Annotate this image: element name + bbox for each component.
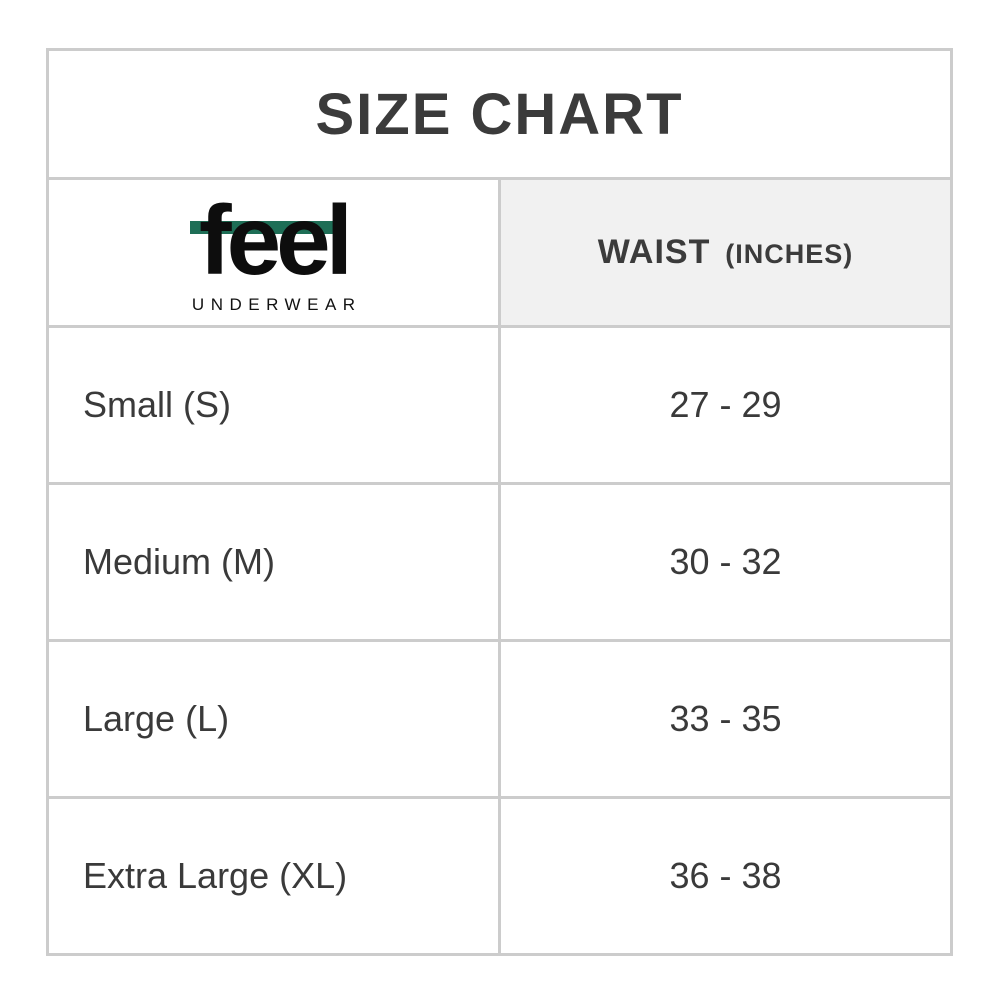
size-name-cell: Medium (M): [46, 482, 501, 642]
waist-header-unit: (INCHES): [725, 239, 854, 269]
table-row-xlarge: Extra Large (XL) 36 - 38: [46, 796, 953, 956]
size-chart-table: SIZE CHART feel UNDERWEAR WAIST (INCHES)…: [46, 48, 953, 956]
waist-range-cell: 30 - 32: [498, 482, 953, 642]
brand-logo: feel UNDERWEAR: [190, 184, 355, 315]
waist-header-label: WAIST: [597, 233, 711, 271]
table-row-small: Small (S) 27 - 29: [46, 325, 953, 485]
size-name-cell: Small (S): [46, 325, 501, 485]
logo-accent-bar: [190, 220, 344, 234]
waist-header-cell: WAIST (INCHES): [498, 177, 953, 328]
waist-header-space: [715, 233, 725, 271]
brand-logo-cell: feel UNDERWEAR: [46, 177, 501, 328]
table-row-large: Large (L) 33 - 35: [46, 639, 953, 799]
size-name-cell: Extra Large (XL): [46, 796, 501, 956]
logo-wordmark-wrap: feel: [190, 184, 353, 295]
title-row: SIZE CHART: [46, 48, 953, 180]
logo-underwear-label: UNDERWEAR: [191, 294, 362, 314]
waist-range-cell: 27 - 29: [498, 325, 953, 485]
size-name-cell: Large (L): [46, 639, 501, 799]
waist-range-cell: 36 - 38: [498, 796, 953, 956]
waist-range-cell: 33 - 35: [498, 639, 953, 799]
logo-wordmark: feel: [199, 184, 353, 295]
page-title: SIZE CHART: [46, 48, 953, 180]
table-row-medium: Medium (M) 30 - 32: [46, 482, 953, 642]
header-row: feel UNDERWEAR WAIST (INCHES): [46, 177, 953, 328]
